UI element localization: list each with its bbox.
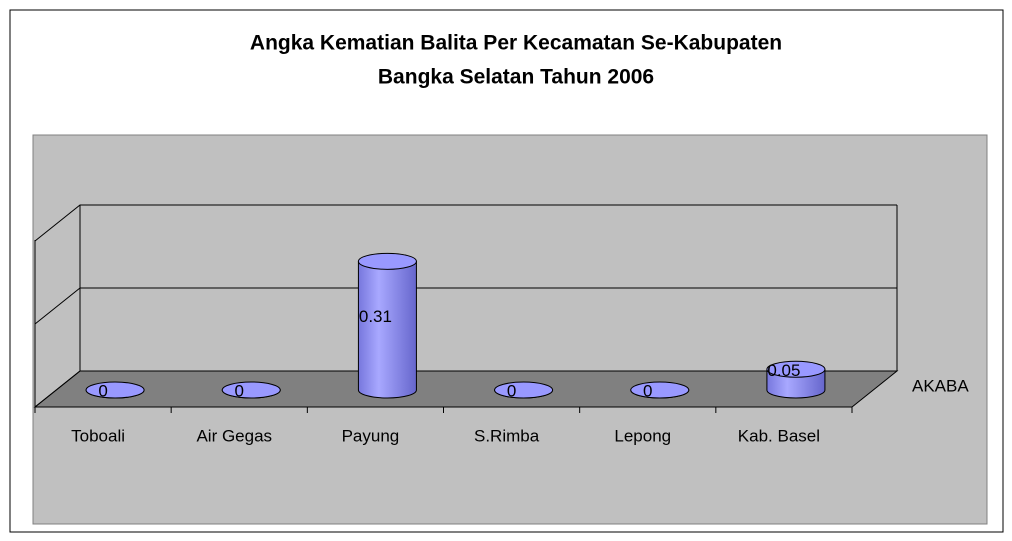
- data-label: 0.31: [359, 307, 392, 326]
- data-label: 0: [98, 381, 107, 400]
- grid-line: [34, 370, 897, 408]
- bar-body: [357, 260, 417, 399]
- data-label: 0: [643, 381, 652, 400]
- bar: [766, 360, 826, 399]
- bar: [357, 252, 417, 399]
- x-tick-label: Lepong: [614, 426, 671, 445]
- x-tick-label: Toboali: [71, 426, 125, 445]
- chart-title: Angka Kematian Balita Per Kecamatan Se-K…: [250, 32, 782, 55]
- bar: [630, 381, 690, 399]
- legend-label: AKABA: [912, 376, 969, 395]
- chart-subtitle: Bangka Selatan Tahun 2006: [378, 66, 654, 89]
- bar: [494, 381, 554, 399]
- bar-top: [494, 381, 554, 399]
- marks: Toboali 0 Air Gegas 0 Payung 0.31 S.Rimba 0 Lepo…: [34, 252, 853, 445]
- x-tick-label: Kab. Basel: [738, 426, 820, 445]
- bar-top: [85, 381, 145, 399]
- bar-top: [221, 381, 281, 399]
- data-label: 0.05: [767, 361, 800, 380]
- x-tick-label: Payung: [342, 426, 400, 445]
- grid-line: [34, 287, 897, 325]
- bar-top: [357, 252, 417, 270]
- bar-top: [630, 381, 690, 399]
- x-tick-label: Air Gegas: [196, 426, 272, 445]
- data-label: 0: [507, 381, 516, 400]
- bar: [221, 381, 281, 399]
- bar-top: [766, 360, 826, 378]
- x-tick-label: S.Rimba: [474, 426, 540, 445]
- data-label: 0: [235, 381, 244, 400]
- plot-area: [32, 134, 988, 525]
- bar: [85, 381, 145, 399]
- grid-line: [34, 204, 897, 242]
